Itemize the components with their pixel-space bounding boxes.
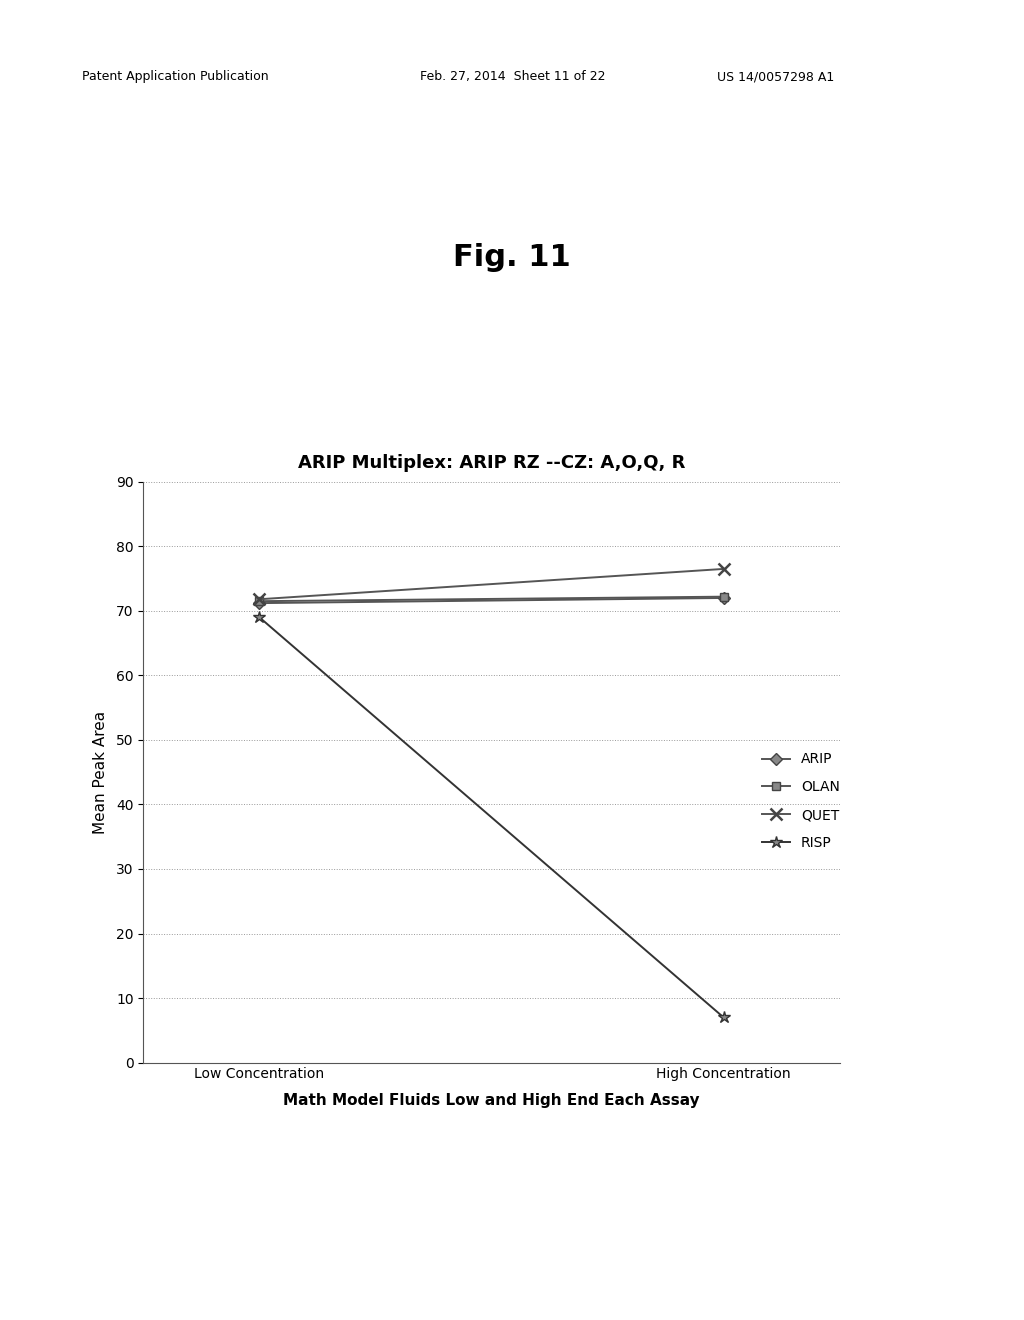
OLAN <box>718 589 730 605</box>
Line: ARIP: ARIP <box>255 594 728 607</box>
ARIP <box>253 595 265 611</box>
QUET <box>718 561 730 577</box>
RISP <box>718 1010 730 1026</box>
RISP <box>253 610 265 626</box>
QUET <box>253 591 265 607</box>
Text: Patent Application Publication: Patent Application Publication <box>82 70 268 83</box>
Y-axis label: Mean Peak Area: Mean Peak Area <box>93 710 108 834</box>
Line: QUET: QUET <box>254 564 729 605</box>
Line: OLAN: OLAN <box>255 593 728 606</box>
OLAN <box>253 593 265 609</box>
Text: Fig. 11: Fig. 11 <box>454 243 570 272</box>
Line: RISP: RISP <box>253 611 730 1024</box>
X-axis label: Math Model Fluids Low and High End Each Assay: Math Model Fluids Low and High End Each … <box>284 1093 699 1107</box>
ARIP <box>718 590 730 606</box>
Legend: ARIP, OLAN, QUET, RISP: ARIP, OLAN, QUET, RISP <box>762 752 840 850</box>
Text: US 14/0057298 A1: US 14/0057298 A1 <box>717 70 835 83</box>
Title: ARIP Multiplex: ARIP RZ --CZ: A,O,Q, R: ARIP Multiplex: ARIP RZ --CZ: A,O,Q, R <box>298 454 685 473</box>
Text: Feb. 27, 2014  Sheet 11 of 22: Feb. 27, 2014 Sheet 11 of 22 <box>420 70 605 83</box>
